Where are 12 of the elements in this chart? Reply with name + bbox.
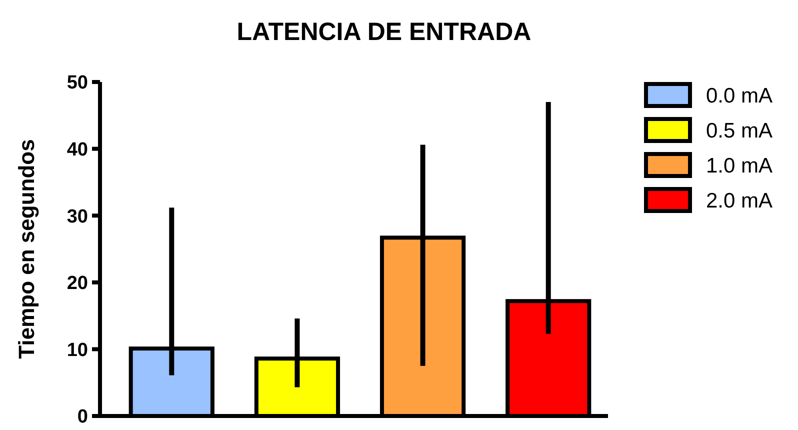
legend-label: 2.0 mA — [706, 189, 773, 212]
y-tick-label: 0 — [77, 406, 88, 428]
chart-title: LATENCIA DE ENTRADA — [236, 18, 532, 46]
y-tick-label: 20 — [66, 273, 88, 294]
legend-label: 0.5 mA — [706, 119, 773, 142]
y-tick-label: 50 — [66, 72, 88, 94]
y-tick-label: 30 — [66, 206, 88, 228]
legend-label: 0.0 mA — [706, 84, 773, 108]
y-tick-label: 10 — [66, 340, 88, 361]
y-axis-title: Tiempo en segundos — [14, 139, 39, 359]
legend-label: 1.0 mA — [706, 154, 773, 178]
y-tick-label: 40 — [66, 139, 88, 160]
